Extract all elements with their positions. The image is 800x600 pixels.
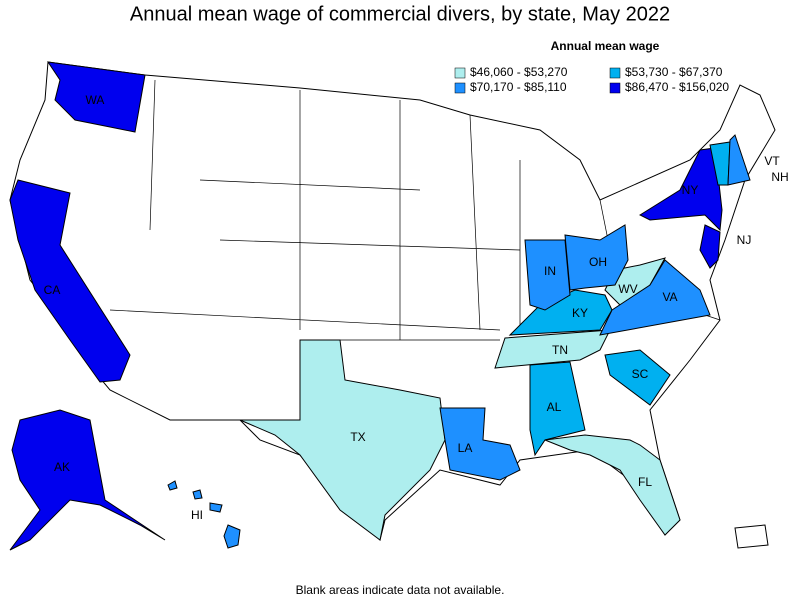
legend-label: $46,060 - $53,270 (470, 65, 568, 79)
state-shape (564, 224, 629, 291)
state-label: NH (771, 170, 788, 184)
legend-label: $53,730 - $67,370 (625, 65, 723, 79)
legend-swatch (609, 82, 621, 94)
state-label: WA (86, 93, 105, 107)
state-shape (524, 239, 571, 311)
state-label: VT (764, 154, 780, 168)
legend-label: $70,170 - $85,110 (470, 80, 567, 94)
state-label: NJ (737, 233, 752, 247)
state-shape (192, 489, 203, 500)
state-label: IN (544, 264, 556, 278)
state-shape (699, 224, 721, 269)
state-label: AL (547, 400, 562, 414)
state-label: VA (662, 290, 677, 304)
state-shape (167, 480, 178, 491)
puerto-rico (734, 524, 769, 549)
state-label: WV (618, 282, 637, 296)
state-shape (223, 524, 241, 549)
state-shape (9, 179, 131, 383)
state-label: KY (572, 306, 588, 320)
legend-label: $86,470 - $156,020 (625, 80, 729, 94)
state-label: CA (44, 283, 61, 297)
state-label: TN (552, 343, 568, 357)
state-shape (599, 259, 711, 336)
state-label: NY (682, 183, 699, 197)
state-label: OH (589, 255, 607, 269)
state-label: LA (458, 441, 473, 455)
state-shape (494, 329, 611, 369)
state-shape (209, 502, 223, 513)
legend-swatch (454, 67, 466, 79)
state-label: SC (632, 367, 649, 381)
legend-title: Annual mean wage (551, 39, 660, 53)
state-shape (9, 409, 166, 551)
state-shape (239, 339, 446, 541)
state-label: FL (638, 475, 652, 489)
legend-swatch (454, 82, 466, 94)
state-shape (46, 61, 146, 133)
map-title: Annual mean wage of commercial divers, b… (130, 3, 670, 25)
state-shape (604, 349, 671, 406)
state-label: HI (191, 508, 203, 522)
footnote: Blank areas indicate data not available. (296, 583, 505, 597)
state-shape (544, 434, 681, 536)
state-shape (638, 147, 723, 232)
state-label: TX (350, 430, 365, 444)
state-shape (439, 407, 521, 481)
state-shape (727, 134, 751, 186)
legend-swatch (609, 67, 621, 79)
state-label: AK (54, 460, 70, 474)
